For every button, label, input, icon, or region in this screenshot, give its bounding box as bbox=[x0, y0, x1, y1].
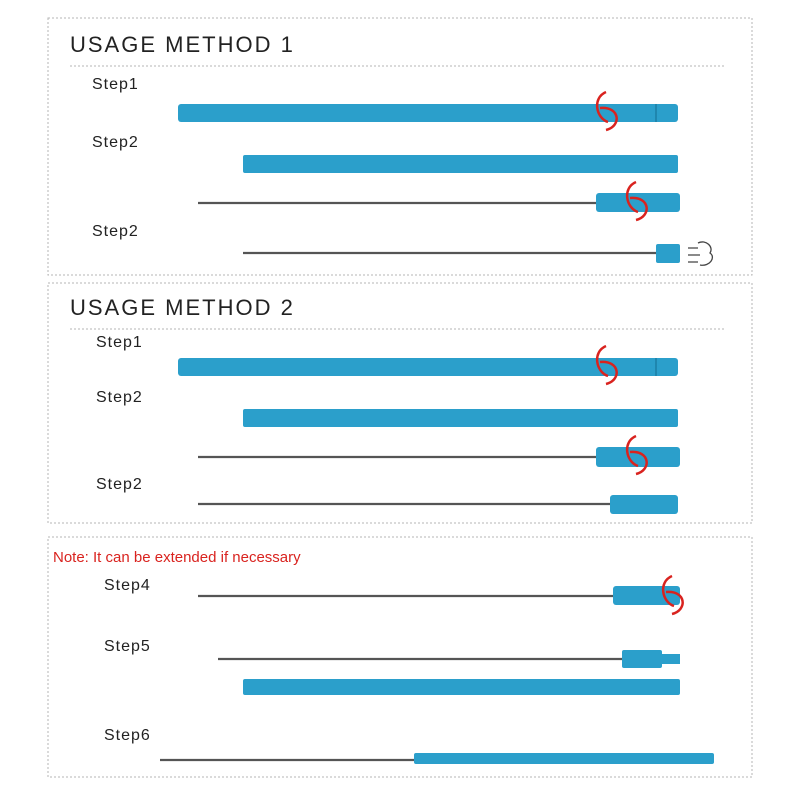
step-label: Step6 bbox=[104, 727, 151, 744]
note: Note: It can be extended if necessary bbox=[53, 549, 301, 566]
tube bbox=[178, 90, 678, 132]
step-label: Step1 bbox=[96, 334, 143, 351]
rod bbox=[160, 753, 714, 764]
rod bbox=[198, 495, 678, 514]
rod bbox=[218, 650, 680, 668]
step-label: Step1 bbox=[92, 76, 139, 93]
rod bbox=[198, 434, 680, 476]
step-label: Step5 bbox=[104, 638, 151, 655]
section-title: USAGE METHOD 2 bbox=[70, 295, 295, 320]
tube bbox=[243, 679, 680, 695]
section-box bbox=[47, 282, 753, 524]
step-label: Step2 bbox=[96, 476, 143, 493]
step-label: Step4 bbox=[104, 577, 151, 594]
rod bbox=[243, 241, 714, 266]
step-label: Step2 bbox=[96, 389, 143, 406]
step-label: Step2 bbox=[92, 134, 139, 151]
tube bbox=[178, 344, 678, 386]
tube bbox=[243, 155, 678, 173]
rod bbox=[198, 180, 680, 222]
section-box bbox=[47, 17, 753, 276]
rod bbox=[198, 574, 684, 616]
tube bbox=[243, 409, 678, 427]
step-label: Step2 bbox=[92, 223, 139, 240]
section-box bbox=[47, 536, 753, 778]
section-title: USAGE METHOD 1 bbox=[70, 32, 295, 57]
